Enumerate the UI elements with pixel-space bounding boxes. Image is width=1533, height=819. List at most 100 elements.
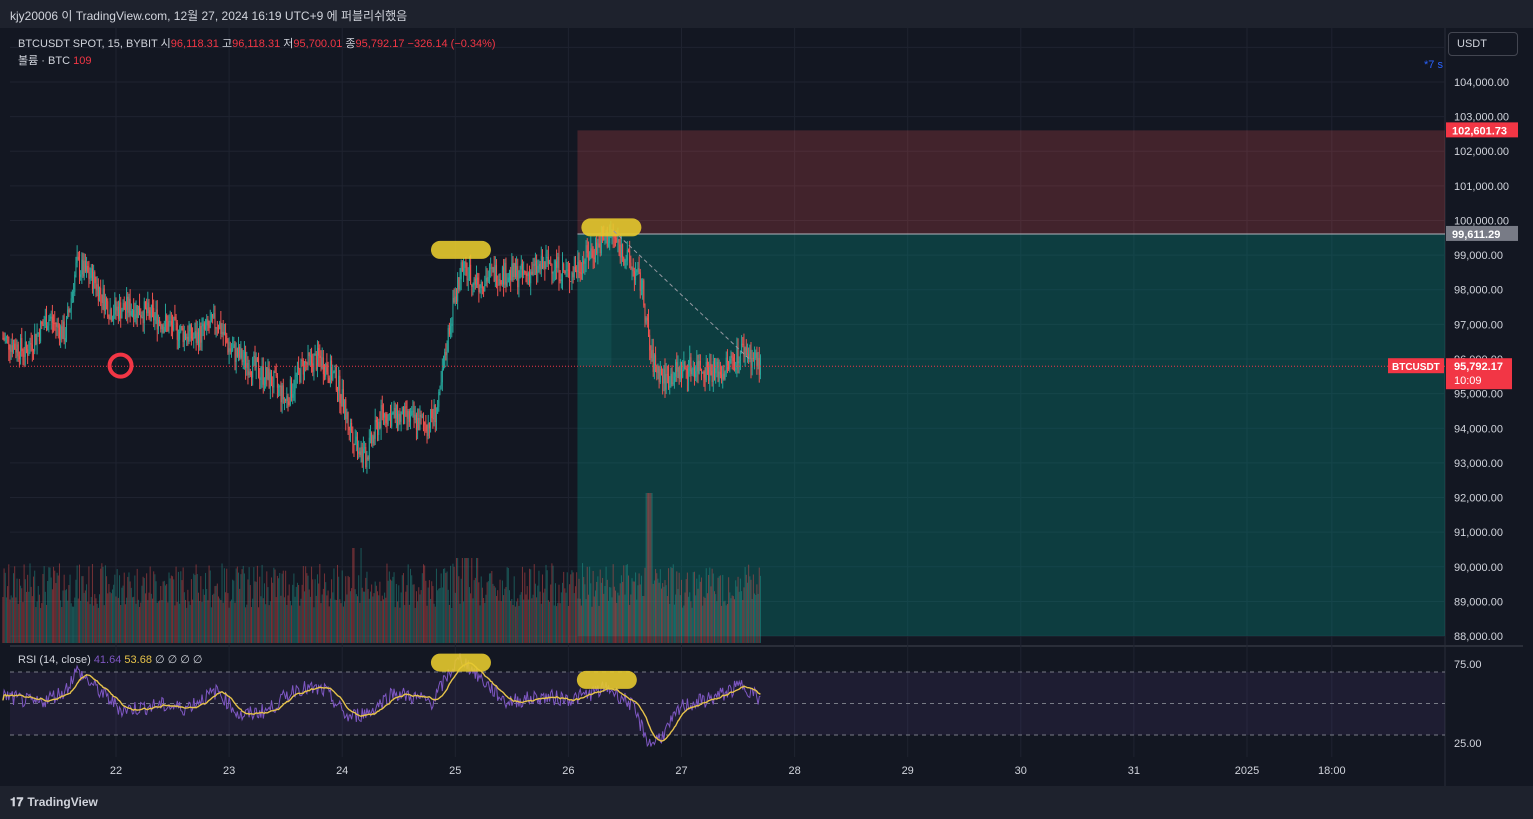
volume-bar: [670, 567, 672, 643]
candle-body: [471, 284, 473, 287]
candle-body: [490, 267, 492, 269]
volume-bar: [162, 581, 164, 643]
volume-bar: [677, 588, 679, 643]
candle-body: [169, 321, 171, 323]
volume-bar: [511, 598, 513, 643]
candle-body: [166, 315, 168, 322]
candle-body: [107, 301, 109, 318]
volume-bar: [486, 582, 488, 643]
chart-frame[interactable]: [10, 28, 1523, 786]
candle-body: [537, 265, 539, 274]
candle-body: [511, 263, 513, 281]
volume-bar: [50, 577, 52, 643]
volume-bar: [351, 588, 353, 643]
tradingview-logo[interactable]: 𝟏𝟕 TradingView: [10, 795, 98, 810]
candle-body: [382, 409, 384, 418]
candle-body: [108, 317, 110, 319]
candle-body: [742, 343, 744, 345]
volume-bar: [510, 600, 512, 643]
candle-body: [468, 264, 470, 279]
volume-bar: [279, 573, 281, 643]
volume-bar: [405, 591, 407, 643]
volume-bar: [609, 587, 611, 643]
volume-bar: [282, 570, 284, 643]
candle-body: [464, 261, 466, 268]
candle-body: [617, 239, 619, 243]
volume-bar: [107, 593, 109, 643]
candle-body: [371, 432, 373, 444]
candle-body: [651, 349, 653, 359]
candle-body: [554, 261, 556, 271]
rsi-legend[interactable]: RSI (14, close) 41.64 53.68 ∅ ∅ ∅ ∅: [18, 653, 203, 666]
volume-bar: [374, 581, 376, 643]
candle-body: [627, 250, 629, 252]
volume-bar: [287, 595, 289, 643]
volume-bar: [476, 558, 478, 643]
rsi-line: [2, 653, 761, 748]
price-tick-label: 94,000.00: [1454, 423, 1503, 435]
volume-bar: [483, 598, 485, 643]
candle-body: [82, 259, 84, 277]
volume-bar: [272, 582, 274, 643]
volume-bar: [672, 564, 674, 643]
candle-body: [292, 393, 294, 398]
candle-body: [663, 368, 665, 384]
volume-bar: [318, 583, 320, 643]
footer-bar: [0, 786, 1533, 819]
candle-body: [180, 325, 182, 332]
volume-bar: [362, 591, 364, 643]
volume-bar: [69, 574, 71, 643]
candle-body: [274, 371, 276, 373]
candle-body: [566, 269, 568, 271]
candle-body: [368, 437, 370, 460]
candle-body: [174, 316, 176, 318]
volume-bar: [653, 580, 655, 643]
candle-body: [635, 272, 637, 281]
volume-bar: [597, 576, 599, 643]
volume-bar: [697, 588, 699, 643]
volume-bar: [717, 577, 719, 643]
candle-body: [294, 376, 296, 391]
volume-label[interactable]: 볼륨 · BTC: [18, 55, 71, 67]
symbol-legend[interactable]: BTCUSDT SPOT, 15, BYBIT 시96,118.31 고96,1…: [18, 35, 496, 51]
candle-body: [487, 276, 489, 282]
volume-bar: [269, 601, 271, 643]
candle-body: [280, 385, 282, 403]
volume-bar: [120, 604, 122, 643]
volume-legend[interactable]: 볼륨 · BTC 109: [18, 52, 91, 68]
candle-body: [698, 360, 700, 374]
candle-body: [114, 300, 116, 315]
candle-body: [385, 413, 387, 424]
rsi-label[interactable]: RSI (14, close): [18, 654, 91, 666]
volume-bar: [560, 592, 562, 643]
symbol-name[interactable]: BTCUSDT SPOT, 15, BYBIT: [18, 38, 158, 50]
candle-body: [391, 413, 393, 427]
candle-body: [51, 316, 53, 323]
candle-body: [236, 348, 238, 357]
volume-bar: [685, 579, 687, 643]
candle-body: [124, 309, 126, 311]
volume-bar: [723, 601, 725, 643]
volume-bar: [294, 596, 296, 643]
currency-selector[interactable]: USDT: [1448, 32, 1518, 56]
candle-body: [123, 303, 125, 310]
candle-body: [676, 362, 678, 372]
volume-bar: [121, 587, 123, 643]
volume-bar: [34, 570, 36, 643]
volume-bar: [82, 576, 84, 643]
volume-bar: [710, 586, 712, 643]
candle-body: [483, 288, 485, 292]
candle-body: [609, 235, 611, 244]
candle-body: [139, 305, 141, 316]
volume-bar: [249, 585, 251, 643]
candle-body: [287, 395, 289, 402]
volume-bar: [194, 575, 196, 643]
candle-body: [693, 368, 695, 378]
volume-bar: [168, 572, 170, 643]
volume-bar: [263, 583, 265, 643]
volume-bar: [681, 579, 682, 643]
volume-bar: [238, 572, 240, 643]
candle-body: [327, 372, 329, 378]
volume-bar: [479, 605, 481, 643]
